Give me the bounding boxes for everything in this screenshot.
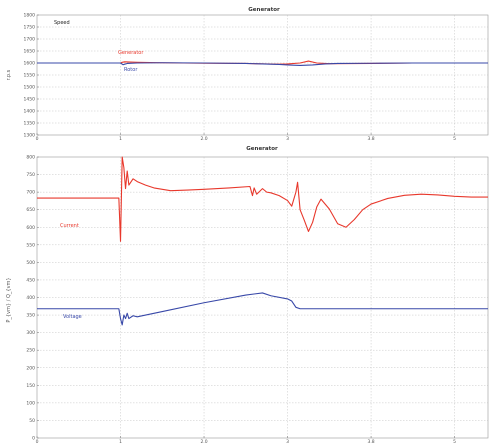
speed-x-tick-label: 3 bbox=[286, 136, 289, 142]
speed-plot-ylabel: r.p.s bbox=[6, 69, 12, 80]
speed-x-tick-label: 0 bbox=[36, 136, 39, 142]
speed-plot-x-ticks: 0 1 2.0 3 3.8 5 bbox=[36, 133, 456, 142]
power-y-tick-label: 550 bbox=[26, 242, 35, 248]
speed-y-tick-label: 1350 bbox=[24, 121, 36, 127]
legend-voltage: Voltage bbox=[63, 314, 82, 320]
speed-y-tick-label: 1550 bbox=[24, 73, 36, 79]
power-y-tick-label: 450 bbox=[26, 277, 35, 283]
power-x-tick-label: 5 bbox=[453, 439, 456, 443]
speed-plot: Generator 130013501400145015001550160016… bbox=[6, 7, 489, 142]
speed-label: Speed bbox=[54, 20, 70, 26]
power-plot-grid bbox=[37, 157, 488, 438]
power-y-tick-label: 0 bbox=[32, 436, 35, 442]
power-plot: Generator 050100150200250300350400450500… bbox=[6, 146, 489, 443]
speed-y-tick-label: 1700 bbox=[24, 37, 36, 43]
power-series-voltage-line bbox=[37, 292, 488, 326]
speed-x-tick-label: 1 bbox=[119, 136, 122, 142]
power-plot-y-ticks: 0 50 100 150 200 250 300 350 400 450 500 550 600 650 7… bbox=[26, 155, 39, 442]
power-y-tick-label: 150 bbox=[26, 383, 35, 389]
power-y-tick-label: 750 bbox=[26, 172, 35, 178]
power-x-tick-label: 3 bbox=[286, 439, 289, 443]
power-y-tick-label: 250 bbox=[26, 348, 35, 354]
power-plot-x-ticks: 0 1 2.0 3 3.8 5 bbox=[36, 436, 456, 443]
power-y-tick-label: 50 bbox=[29, 418, 35, 424]
power-plot-series bbox=[37, 156, 488, 326]
power-plot-title: Generator bbox=[246, 146, 278, 152]
power-plot-ylabel: P_{vm} / Q_{vm} bbox=[6, 277, 12, 322]
power-series-current-line bbox=[37, 156, 488, 242]
speed-y-tick-label: 1600 bbox=[24, 61, 36, 67]
power-x-tick-label: 1 bbox=[119, 439, 122, 443]
power-y-tick-label: 500 bbox=[26, 260, 35, 266]
power-y-tick-label: 100 bbox=[26, 400, 35, 406]
speed-x-tick-label: 3.8 bbox=[367, 136, 374, 142]
legend-current: Current bbox=[60, 223, 79, 229]
power-y-tick-label: 350 bbox=[26, 313, 35, 319]
speed-y-tick-label: 1800 bbox=[24, 13, 36, 19]
legend-generator: Generator bbox=[118, 50, 144, 56]
speed-y-tick-label: 1750 bbox=[24, 25, 36, 31]
legend-rotor: Rotor bbox=[124, 67, 138, 73]
power-x-tick-label: 2.0 bbox=[200, 439, 207, 443]
power-y-tick-label: 600 bbox=[26, 225, 35, 231]
speed-x-tick-label: 2.0 bbox=[200, 136, 207, 142]
speed-plot-series bbox=[37, 60, 488, 66]
speed-plot-y-ticks: 1300 1350 1400 1450 1500 1550 1600 1650 1700 1750… bbox=[24, 13, 39, 139]
speed-plot-title: Generator bbox=[248, 7, 280, 13]
speed-y-tick-label: 1500 bbox=[24, 85, 36, 91]
power-x-tick-label: 3.8 bbox=[367, 439, 374, 443]
power-y-tick-label: 650 bbox=[26, 207, 35, 213]
power-y-tick-label: 700 bbox=[26, 190, 35, 196]
speed-y-tick-label: 1400 bbox=[24, 109, 36, 115]
power-y-tick-label: 300 bbox=[26, 330, 35, 336]
speed-y-tick-label: 1650 bbox=[24, 49, 36, 55]
speed-series-rotor-line bbox=[37, 62, 488, 66]
power-y-tick-label: 200 bbox=[26, 365, 35, 371]
power-y-tick-label: 400 bbox=[26, 295, 35, 301]
power-y-tick-label: 800 bbox=[26, 155, 35, 161]
speed-y-tick-label: 1300 bbox=[24, 133, 36, 139]
speed-y-tick-label: 1450 bbox=[24, 97, 36, 103]
speed-x-tick-label: 5 bbox=[453, 136, 456, 142]
power-x-tick-label: 0 bbox=[36, 439, 39, 443]
